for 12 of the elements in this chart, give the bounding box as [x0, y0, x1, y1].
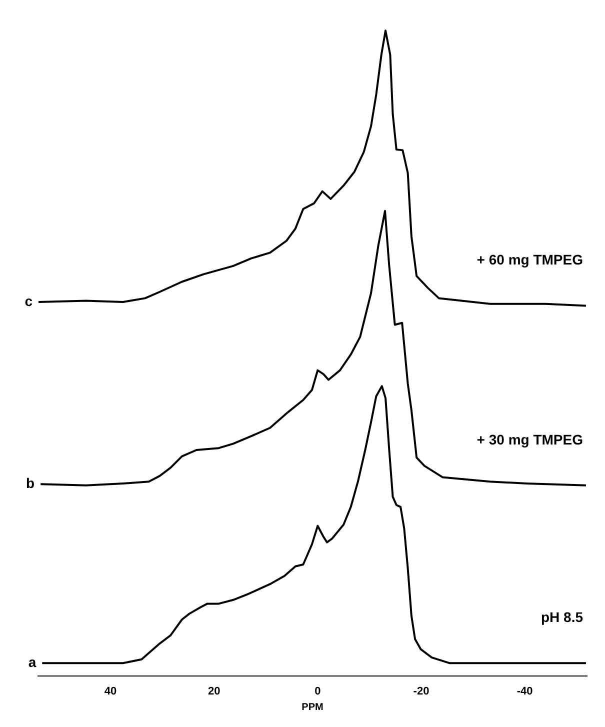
- annotation: + 30 mg TMPEG: [476, 431, 584, 448]
- x-tick-label: 40: [104, 685, 117, 698]
- series-label: c: [24, 292, 33, 309]
- x-tick-label: -20: [413, 685, 430, 698]
- series-label: a: [28, 654, 36, 670]
- x-tick-label: -40: [516, 685, 533, 698]
- series-label: b: [26, 475, 35, 492]
- x-axis-title: PPM: [302, 702, 324, 713]
- x-tick-label: 0: [314, 685, 321, 698]
- annotation: pH 8.5: [540, 609, 584, 626]
- annotation: + 60 mg TMPEG: [476, 252, 584, 268]
- x-tick-label: 20: [208, 685, 220, 698]
